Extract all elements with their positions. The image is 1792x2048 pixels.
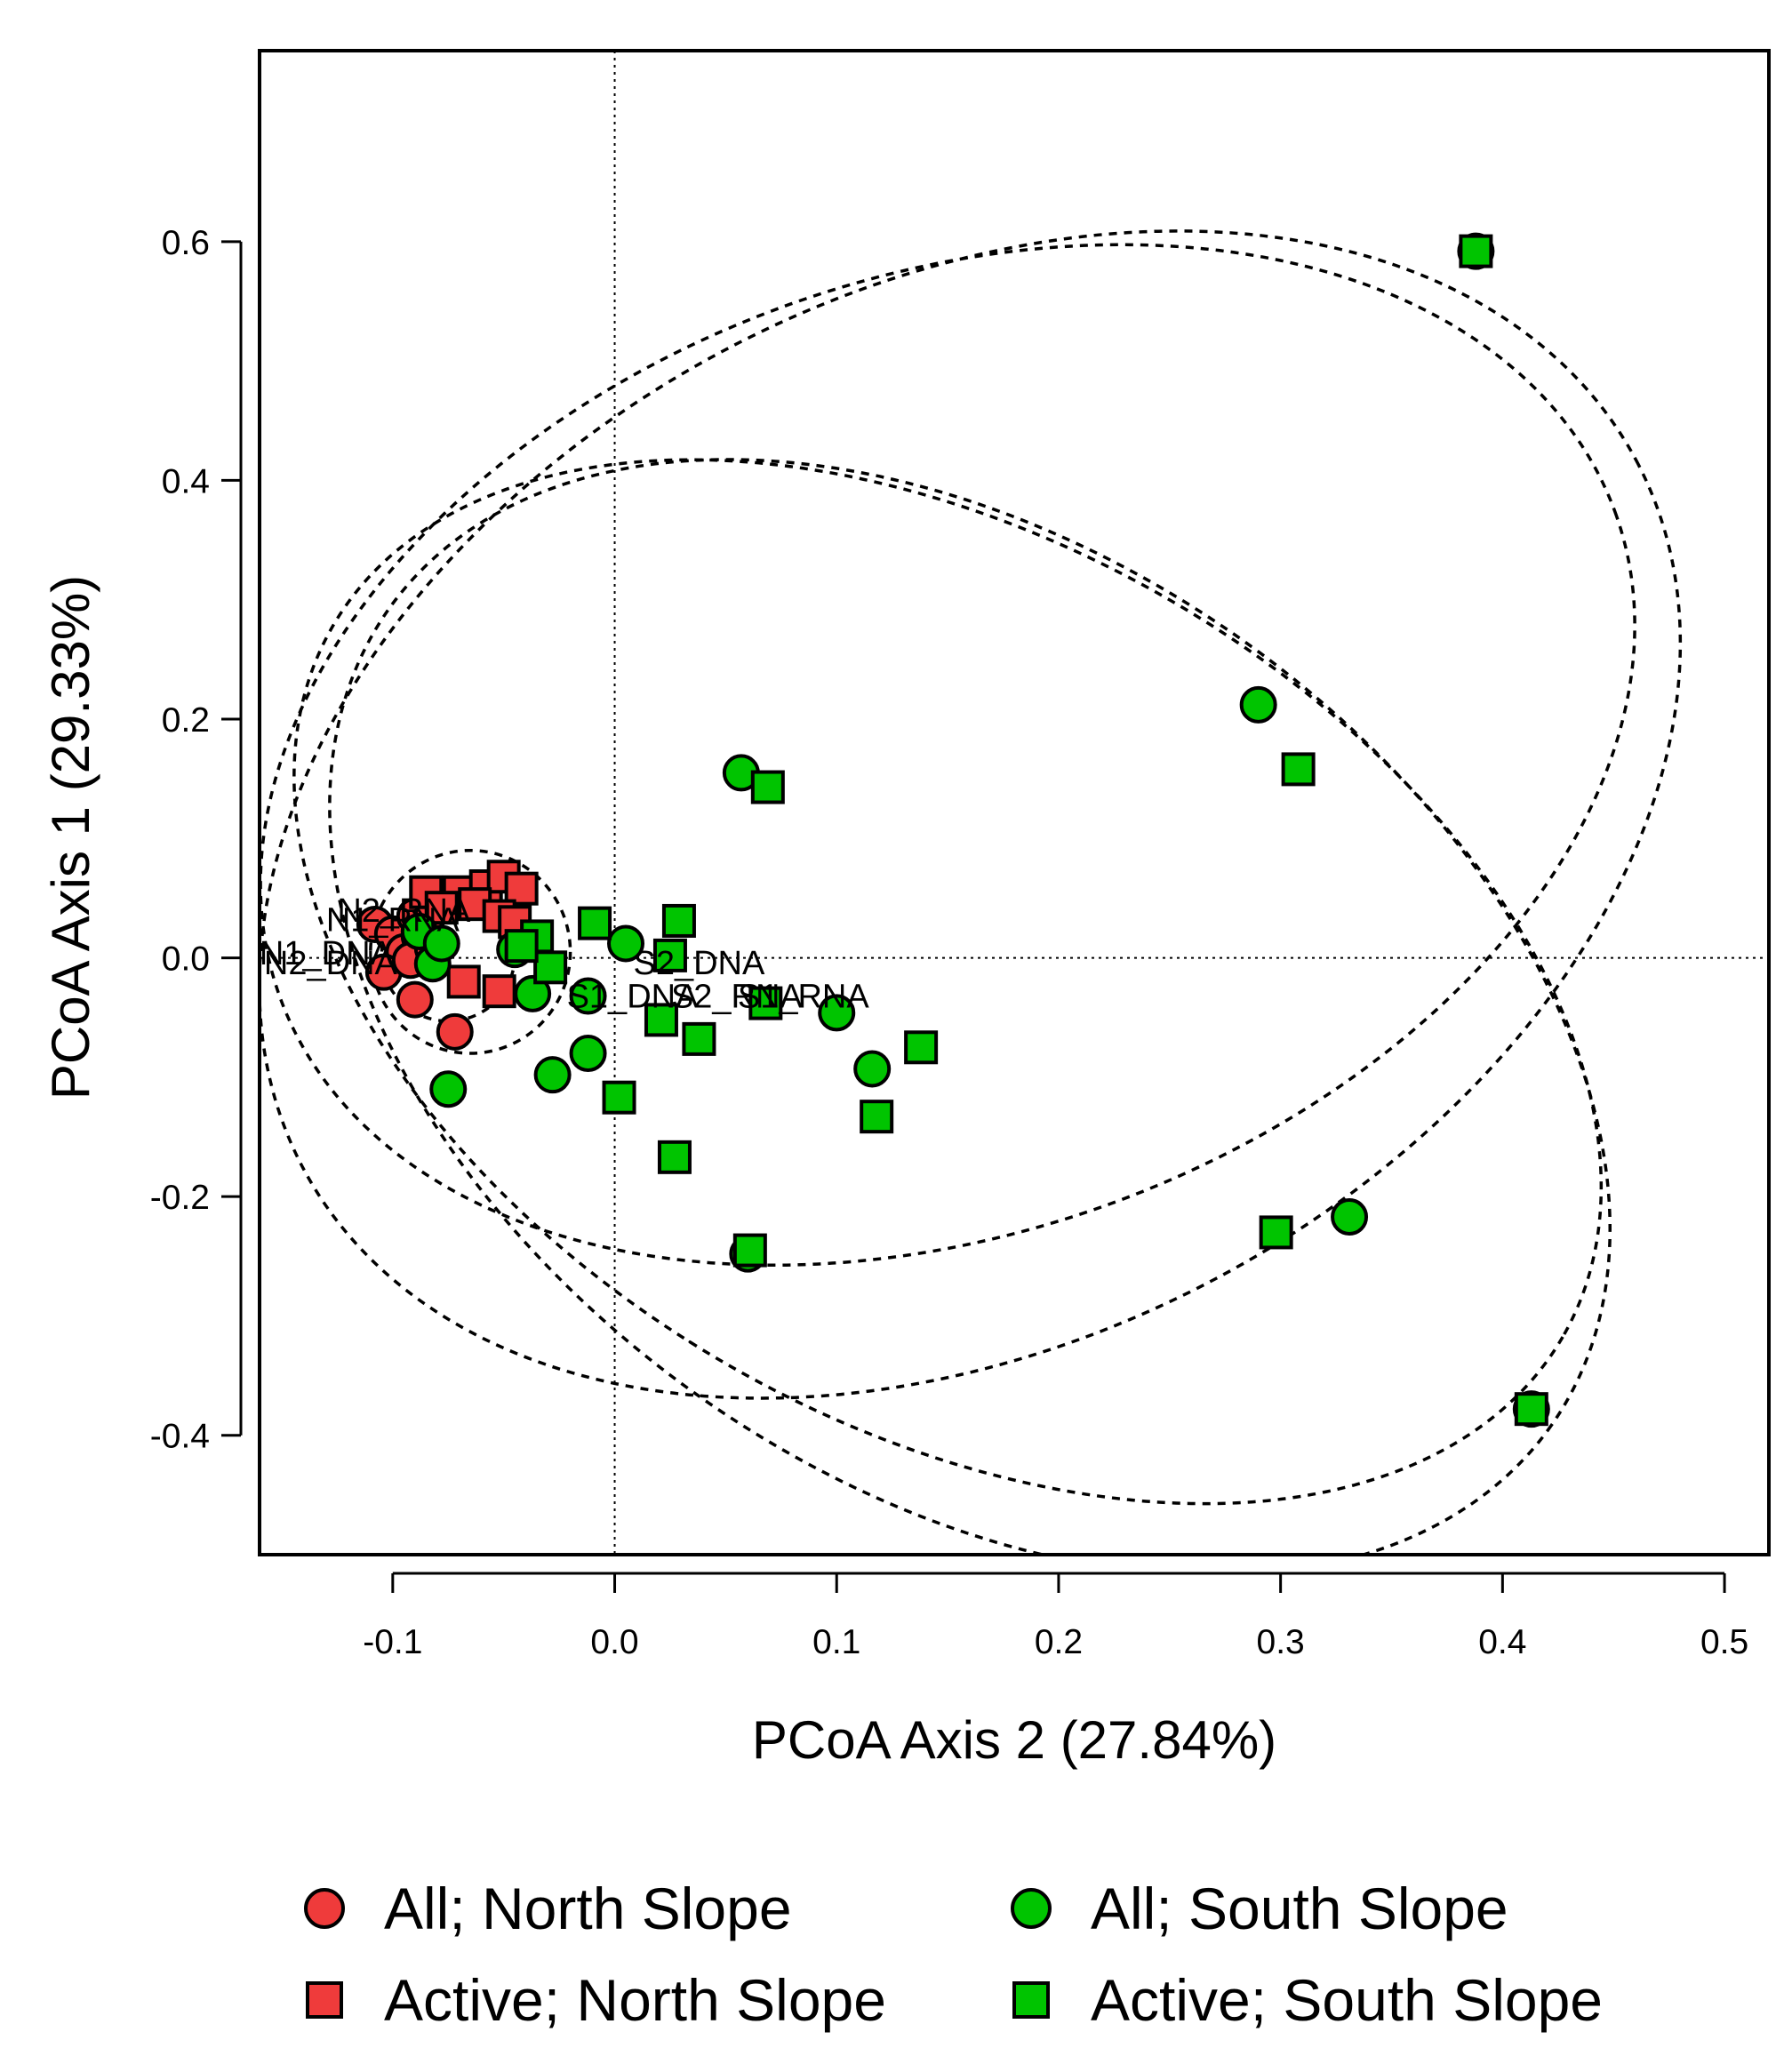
legend-item: Active; North Slope xyxy=(306,1967,886,2033)
y-axis: -0.4 -0.2 0.0 0.2 0.4 0.6 xyxy=(150,224,243,1456)
data-point-square xyxy=(1259,1215,1293,1250)
data-point-square xyxy=(1281,752,1316,787)
data-point-square xyxy=(750,770,785,804)
point-label: S2_DNA xyxy=(633,945,764,982)
point-label: N1_RNA xyxy=(326,902,460,940)
data-point-circle xyxy=(429,1070,468,1108)
data-point-circle xyxy=(422,924,460,963)
y-tick-label: 0.2 xyxy=(162,701,210,740)
x-tick-label: 0.2 xyxy=(1035,1623,1083,1661)
legend-marker-square xyxy=(1012,1981,1050,2019)
legend-item: Active; South Slope xyxy=(1012,1967,1603,2033)
confidence-ellipse xyxy=(369,848,572,1055)
data-point-circle xyxy=(533,1056,572,1094)
data-point-square xyxy=(732,1233,767,1268)
data-point-square xyxy=(504,929,539,964)
legend-item: All; South Slope xyxy=(1011,1876,1508,1941)
confidence-ellipse xyxy=(328,458,1612,1555)
x-tick-label: 0.1 xyxy=(812,1623,860,1661)
legend-label: All; North Slope xyxy=(384,1876,792,1941)
legend-label: All; South Slope xyxy=(1091,1876,1508,1941)
data-point-circle xyxy=(396,980,434,1019)
data-point-circle xyxy=(436,1012,474,1051)
data-point-circle xyxy=(569,977,607,1015)
data-point-square xyxy=(578,906,612,940)
data-point-square xyxy=(661,903,696,938)
y-tick-label: -0.4 xyxy=(150,1418,210,1456)
point-label: S1_RNA xyxy=(738,979,869,1016)
data-point-square xyxy=(482,974,516,1009)
x-tick-label: 0.5 xyxy=(1700,1623,1748,1661)
confidence-ellipse xyxy=(292,458,1604,1506)
data-point-circle xyxy=(818,994,856,1032)
plot-frame xyxy=(258,49,1771,1556)
y-tick-label: 0.4 xyxy=(162,462,210,500)
x-axis-title: PCoA Axis 2 (27.84%) xyxy=(752,1710,1276,1770)
data-point-square xyxy=(860,1100,894,1134)
legend-marker-circle xyxy=(1011,1888,1052,1929)
data-point-circle xyxy=(607,924,645,963)
legend-item: All; North Slope xyxy=(304,1876,792,1941)
data-point-circle xyxy=(569,1035,607,1072)
x-axis: -0.1 0.0 0.1 0.2 0.3 0.4 0.5 xyxy=(363,1572,1748,1661)
x-tick-label: 0.0 xyxy=(590,1623,638,1661)
x-tick-label: -0.1 xyxy=(363,1623,422,1661)
point-label: N1_DNA xyxy=(260,935,394,972)
x-tick-label: 0.4 xyxy=(1478,1623,1526,1661)
data-points xyxy=(356,232,1550,1428)
legend-marker-circle xyxy=(304,1888,345,1929)
data-point-circle xyxy=(514,974,552,1012)
data-point-square xyxy=(652,938,687,972)
y-tick-label: 0.0 xyxy=(162,940,210,979)
data-point-square xyxy=(644,1003,678,1037)
data-point-square xyxy=(1514,1392,1548,1427)
confidence-ellipse xyxy=(260,229,1683,1400)
data-point-circle xyxy=(853,1050,892,1088)
y-axis-title: PCoA Axis 1 (29.33%) xyxy=(41,575,100,1100)
confidence-ellipses xyxy=(260,229,1683,1555)
data-point-square xyxy=(748,986,783,1020)
data-point-square xyxy=(533,950,568,985)
x-tick-label: 0.3 xyxy=(1257,1623,1305,1661)
data-point-square xyxy=(1459,234,1493,268)
data-point-square xyxy=(682,1021,716,1056)
y-tick-label: 0.6 xyxy=(162,224,210,262)
data-point-square xyxy=(446,964,481,999)
confidence-ellipse xyxy=(260,243,1636,1268)
data-point-square xyxy=(904,1030,939,1065)
legend-label: Active; South Slope xyxy=(1091,1967,1603,2033)
data-point-square xyxy=(602,1080,636,1115)
reference-lines xyxy=(260,51,1769,1555)
legend-label: Active; North Slope xyxy=(384,1967,886,2033)
point-label: S2_RNA xyxy=(671,979,803,1016)
point-label: N2_DNA xyxy=(264,945,398,982)
legend-marker-square xyxy=(306,1981,343,2019)
y-tick-label: -0.2 xyxy=(150,1179,210,1217)
data-point-circle xyxy=(1239,685,1277,724)
data-point-square xyxy=(657,1140,692,1174)
point-label: S1_DNA xyxy=(567,979,699,1016)
data-point-square xyxy=(504,871,539,906)
point-label: N2_RNA xyxy=(337,892,471,930)
legend: All; North Slope Active; North Slope All; … xyxy=(304,1876,1603,2033)
data-point-circle xyxy=(1331,1197,1369,1236)
